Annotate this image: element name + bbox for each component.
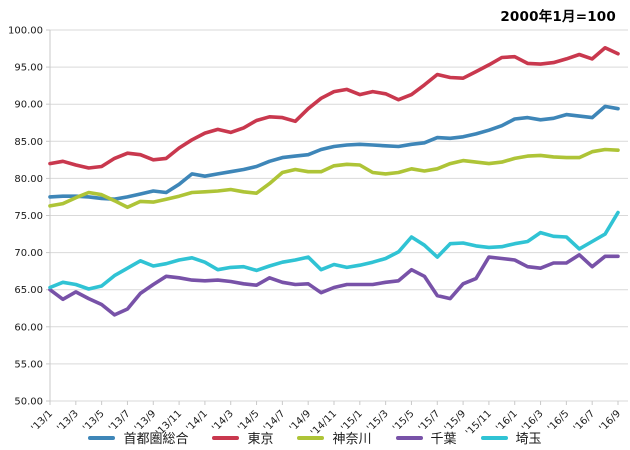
legend-label: 千葉	[430, 432, 457, 447]
y-axis-tick-label: 85.00	[14, 137, 43, 148]
legend-swatch-icon	[480, 435, 508, 440]
chart-title: 2000年1月=100	[500, 9, 616, 25]
legend-label: 埼玉	[515, 432, 542, 447]
y-axis-tick-label: 75.00	[14, 211, 43, 222]
series-line-2	[48, 147, 620, 210]
series-line-4	[48, 210, 620, 291]
legend-swatch-icon	[297, 435, 325, 440]
series-line-3	[48, 253, 620, 317]
legend-item-4: 埼玉	[480, 428, 542, 447]
legend-swatch-icon	[212, 435, 240, 440]
legend: 首都圏総合 東京 神奈川 千葉 埼玉	[0, 428, 630, 447]
legend-label: 首都圏総合	[123, 432, 189, 447]
series-line-0	[48, 104, 620, 201]
y-axis-tick-label: 90.00	[14, 100, 43, 111]
y-axis-tick-label: 65.00	[14, 285, 43, 296]
legend-item-2: 神奈川	[297, 428, 372, 447]
legend-item-0: 首都圏総合	[88, 428, 188, 447]
y-axis-tick-label: 55.00	[14, 359, 43, 370]
y-axis-tick-label: 70.00	[14, 248, 43, 259]
y-axis-tick-label: 100.00	[8, 26, 43, 37]
series-line-1	[48, 45, 620, 170]
y-axis-tick-label: 60.00	[14, 322, 43, 333]
legend-swatch-icon	[88, 435, 116, 440]
y-axis-tick-label: 80.00	[14, 174, 43, 185]
legend-item-3: 千葉	[395, 428, 457, 447]
legend-item-1: 東京	[212, 428, 273, 447]
legend-swatch-icon	[395, 435, 423, 440]
y-axis-tick-label: 50.00	[14, 397, 43, 408]
legend-label: 東京	[247, 432, 274, 447]
legend-label: 神奈川	[332, 432, 372, 447]
y-axis-tick-label: 95.00	[14, 63, 43, 74]
